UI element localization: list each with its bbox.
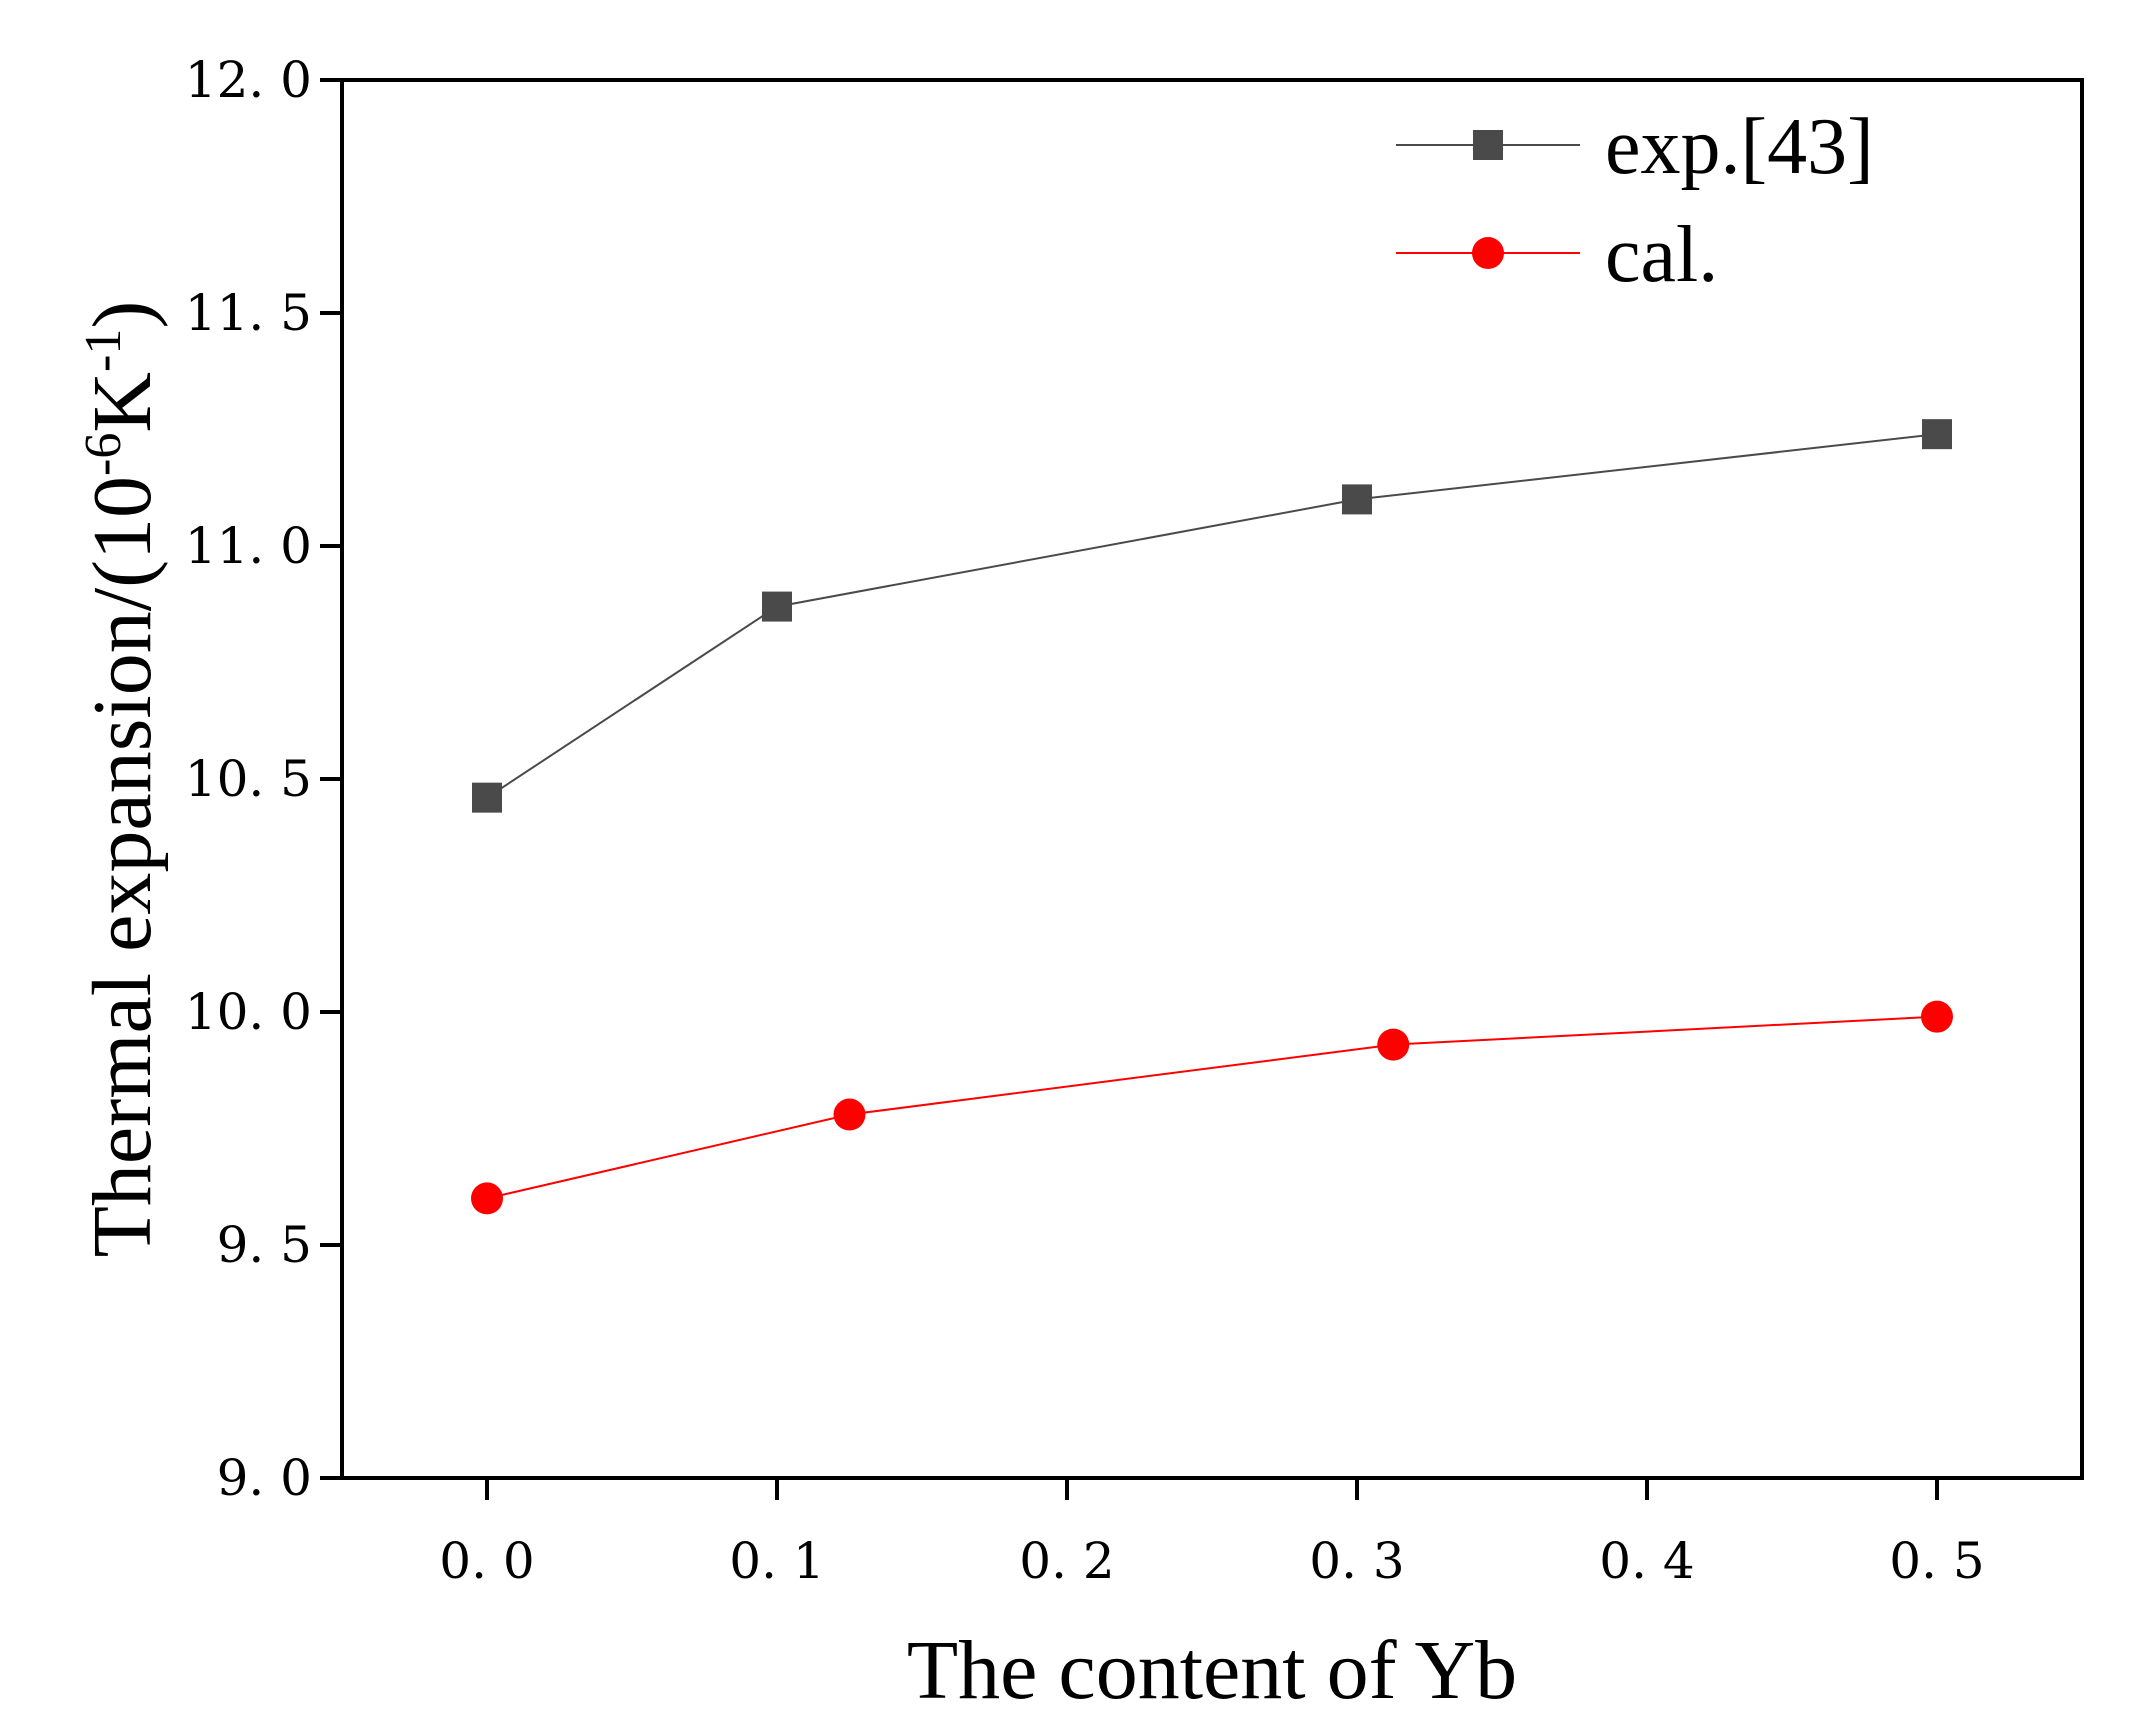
y-tick-label: 11. 5 xyxy=(185,284,312,342)
tick-labels: 0. 0 0. 1 0. 2 0. 3 0. 4 0. 5 9. 0 9. 5 10. 0 10.… xyxy=(185,51,1985,1590)
plot-area-frame xyxy=(340,78,2084,1480)
x-tick-label: 0. 1 xyxy=(729,1532,824,1590)
y-tick-label: 9. 0 xyxy=(217,1449,312,1507)
series-layer xyxy=(471,419,1953,1215)
x-tick-label: 0. 5 xyxy=(1889,1532,1984,1590)
y-axis-title-sup2: -1 xyxy=(75,329,132,372)
tick-marks xyxy=(320,78,1939,1500)
series-line xyxy=(486,433,1938,799)
x-tick-label: 0. 3 xyxy=(1309,1532,1404,1590)
y-tick-label: 10. 5 xyxy=(185,750,312,808)
y-tick-label: 9. 5 xyxy=(217,1216,312,1274)
series-cal xyxy=(471,1000,1953,1215)
x-tick-label: 0. 4 xyxy=(1599,1532,1694,1590)
y-axis-title-end: ) xyxy=(76,301,169,329)
legend: exp.[43] cal. xyxy=(1396,103,1874,299)
data-point-circle xyxy=(833,1098,866,1131)
data-point-circle xyxy=(1377,1028,1410,1061)
data-point-square xyxy=(472,782,502,813)
x-tick-label: 0. 2 xyxy=(1019,1532,1114,1590)
legend-marker-circle xyxy=(1472,237,1504,269)
y-tick-label: 10. 0 xyxy=(185,983,312,1041)
data-point-square xyxy=(762,591,792,622)
x-axis-title: The content of Yb xyxy=(907,1624,1517,1717)
y-axis-title-main: Thermal expansion/(10 xyxy=(76,476,169,1257)
data-point-square xyxy=(1922,419,1952,450)
y-tick-label: 12. 0 xyxy=(185,51,312,109)
y-tick-label: 11. 0 xyxy=(185,517,312,575)
data-point-circle xyxy=(1921,1000,1953,1033)
y-axis-title-mid: K xyxy=(76,372,169,433)
legend-item: cal. xyxy=(1396,211,1718,299)
y-axis-title: Thermal expansion/(10-6K-1) xyxy=(75,301,169,1258)
x-tick-label: 0. 0 xyxy=(439,1532,534,1590)
legend-label: cal. xyxy=(1605,211,1718,299)
y-axis-title-sup1: -6 xyxy=(75,433,132,476)
series-line xyxy=(486,1015,1938,1200)
legend-label: exp.[43] xyxy=(1605,103,1874,191)
legend-item: exp.[43] xyxy=(1396,103,1874,191)
data-point-circle xyxy=(471,1182,503,1215)
data-point-square xyxy=(1342,484,1372,515)
series-exp xyxy=(472,419,1952,813)
legend-marker-square xyxy=(1473,130,1503,160)
